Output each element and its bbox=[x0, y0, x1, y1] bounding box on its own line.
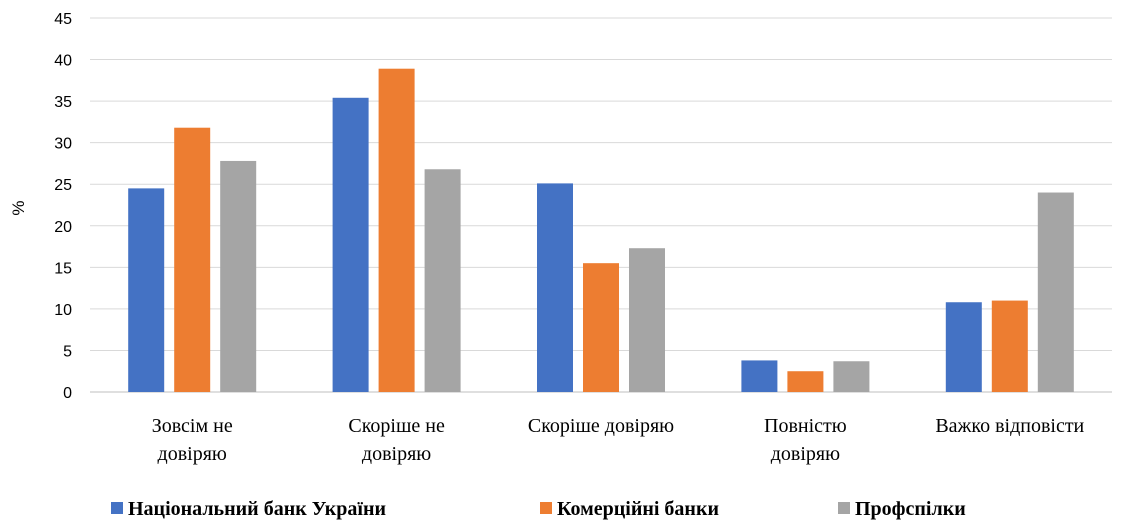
bar bbox=[378, 68, 415, 392]
y-tick-label: 35 bbox=[54, 94, 72, 111]
y-tick-label: 15 bbox=[54, 260, 72, 277]
legend-label: Комерційні банки bbox=[557, 498, 719, 520]
bar bbox=[424, 169, 461, 392]
y-tick-label: 10 bbox=[54, 302, 72, 319]
y-tick-label: 5 bbox=[63, 343, 72, 360]
bar bbox=[991, 300, 1028, 392]
legend-swatch bbox=[838, 502, 850, 514]
y-tick-label: 30 bbox=[54, 136, 72, 153]
bar bbox=[128, 188, 165, 392]
bars bbox=[128, 68, 1074, 392]
y-axis-ticks: 0 5 10 15 20 25 30 35 40 45 bbox=[54, 11, 72, 402]
gridlines bbox=[90, 17, 1112, 393]
bar bbox=[1037, 192, 1074, 392]
y-tick-label: 40 bbox=[54, 53, 72, 70]
x-category-label: довіряю bbox=[362, 443, 431, 465]
x-category-label: Скоріше довіряю bbox=[528, 415, 674, 437]
bar bbox=[583, 263, 619, 392]
bar bbox=[787, 371, 824, 392]
x-category-label: Зовсім не bbox=[152, 415, 233, 437]
bar bbox=[537, 183, 573, 392]
bar bbox=[741, 360, 778, 392]
bar bbox=[945, 302, 982, 392]
legend-swatch bbox=[111, 502, 123, 514]
y-axis-label: % bbox=[9, 200, 28, 215]
bar bbox=[833, 361, 870, 392]
x-axis-categories: Зовсім не довіряю Скоріше не довіряю Скоріше… bbox=[152, 415, 1085, 465]
bar bbox=[332, 97, 369, 392]
bar bbox=[220, 160, 257, 392]
y-tick-label: 25 bbox=[54, 177, 72, 194]
bar bbox=[174, 127, 211, 392]
legend-label: Профспілки bbox=[855, 498, 966, 520]
x-category-label: Важко відповісти bbox=[935, 415, 1084, 437]
x-category-label: Повністю bbox=[764, 415, 847, 437]
legend: Національний банк України Комерційні банк… bbox=[111, 498, 966, 520]
y-tick-label: 20 bbox=[54, 219, 72, 236]
x-category-label: довіряю bbox=[771, 443, 840, 465]
x-category-label: довіряю bbox=[158, 443, 227, 465]
bar bbox=[629, 248, 665, 392]
x-category-label: Скоріше не bbox=[348, 415, 445, 437]
legend-swatch bbox=[540, 502, 552, 514]
y-tick-label: 45 bbox=[54, 11, 72, 28]
legend-label: Національний банк України bbox=[128, 498, 386, 520]
y-tick-label: 0 bbox=[63, 385, 72, 402]
